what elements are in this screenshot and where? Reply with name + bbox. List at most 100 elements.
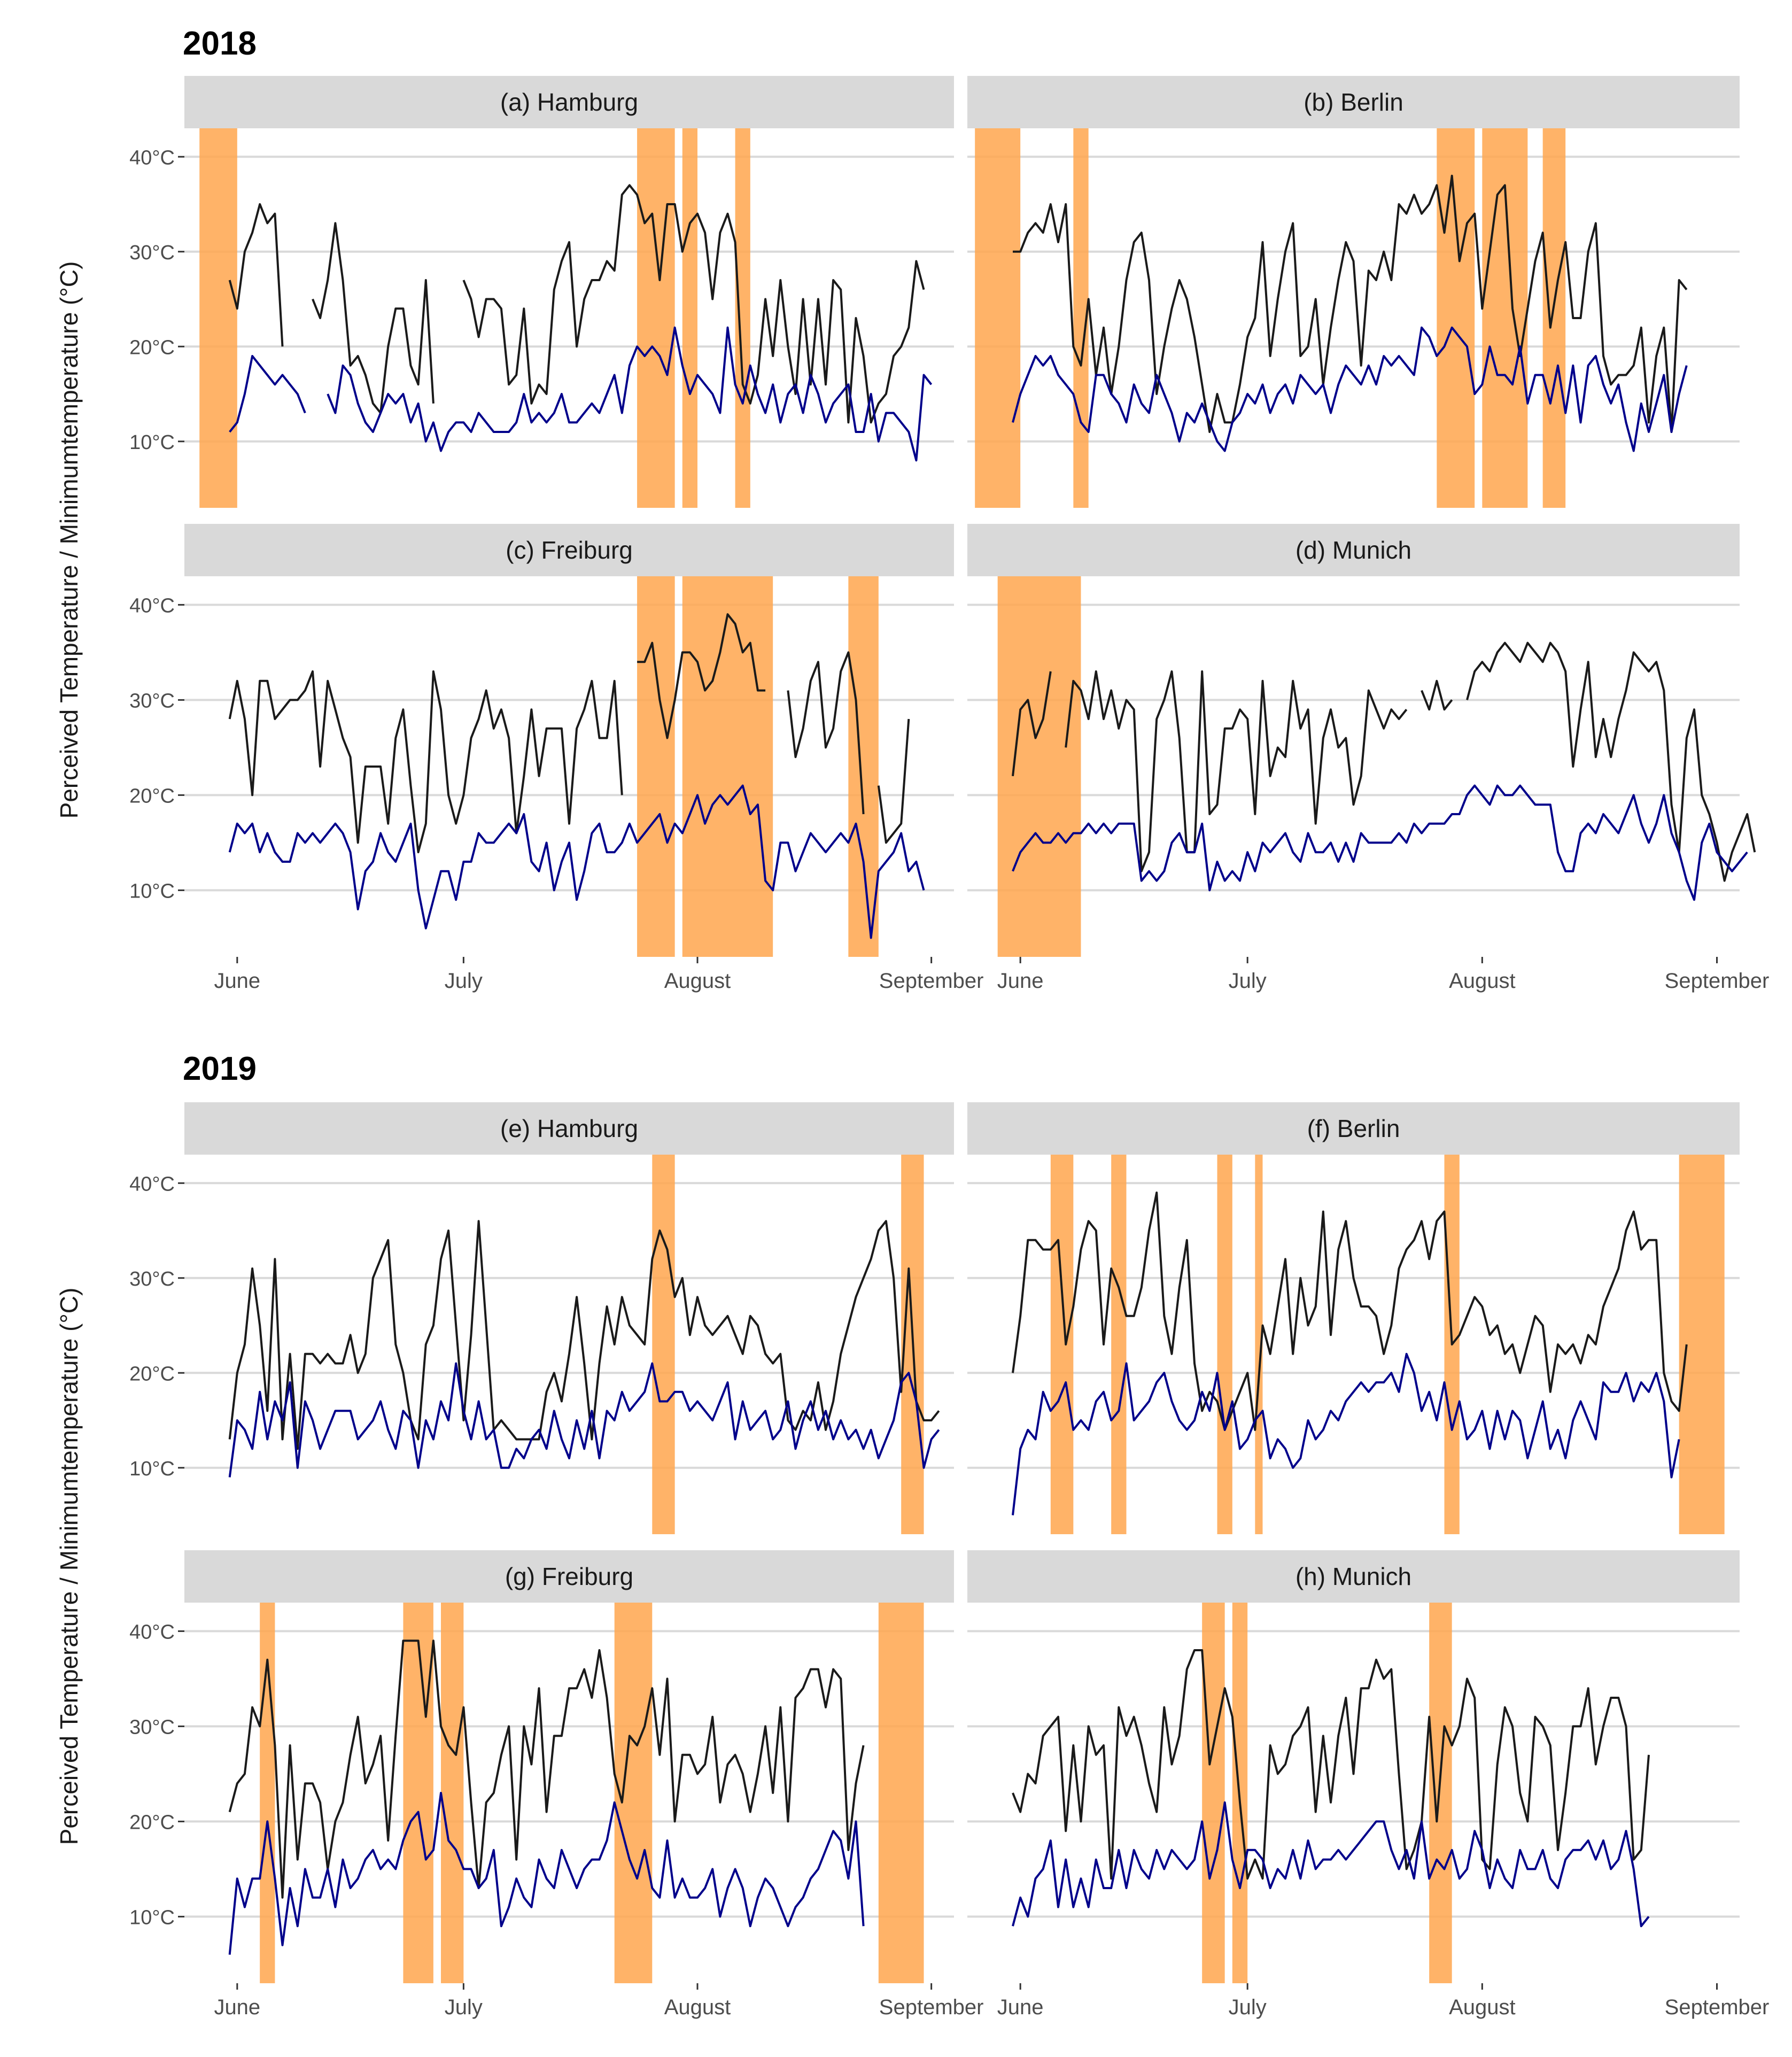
x-tick-label: August (664, 1996, 731, 2019)
series-minimum (228, 1362, 940, 1478)
panel-f: (f) Berlin (967, 1102, 1740, 1534)
panel-g: (g) Freiburg 10°C 20°C 30°C 40°C June July Augu… (129, 1550, 983, 2019)
heatwave-band (1202, 1603, 1225, 1983)
heatwave-band (682, 128, 697, 508)
heatwave-band (403, 1603, 433, 1983)
panel-strip (967, 76, 1740, 128)
y-tick-label: 20°C (129, 1811, 175, 1834)
panel-strip (184, 76, 954, 128)
panels: (a) Hamburg 10°C 20°C 30°C 40°C (b) Berlin (c)… (129, 76, 1769, 2019)
panel-e: (e) Hamburg 10°C 20°C 30°C 40°C (129, 1102, 954, 1534)
year-title-2018: 2018 (183, 25, 257, 62)
heatwave-band (975, 128, 1021, 508)
x-tick-label: September (1665, 1996, 1770, 2019)
y-tick-label: 20°C (129, 1363, 175, 1385)
y-axis-label-2019: Perceived Temperature / Minimumtemperatu… (55, 1288, 83, 1845)
y-tick-label: 40°C (129, 146, 175, 169)
panel-strip (967, 1102, 1740, 1155)
panel-title: (d) Munich (1295, 536, 1411, 564)
series-minimum (228, 1792, 865, 1955)
y-tick-label: 40°C (129, 1621, 175, 1643)
heatwave-band (614, 1603, 653, 1983)
panel-title: (a) Hamburg (500, 88, 638, 116)
series-perceived (228, 1220, 940, 1450)
panel-c: (c) Freiburg 10°C 20°C 30°C 40°C June July Augu… (129, 524, 983, 993)
panel-title: (b) Berlin (1304, 88, 1403, 116)
panel-a: (a) Hamburg 10°C 20°C 30°C 40°C (129, 76, 954, 508)
series-perceived (1012, 641, 1756, 882)
series-perceived (1013, 174, 1688, 433)
x-tick-label: June (214, 1996, 260, 2019)
series-minimum (229, 326, 933, 462)
series-perceived (1012, 1649, 1650, 1880)
panel-title: (h) Munich (1295, 1563, 1411, 1590)
panel-d: (d) Munich June July August September (967, 524, 1769, 993)
x-tick-label: August (664, 969, 731, 993)
heatwave-band (1437, 128, 1475, 508)
heatwave-band (637, 128, 675, 508)
heatwave-band (1111, 1155, 1127, 1534)
y-tick-label: 40°C (129, 1173, 175, 1195)
heatwave-band (1217, 1155, 1232, 1534)
x-tick-label: August (1449, 969, 1516, 993)
y-tick-label: 30°C (129, 1268, 175, 1290)
x-tick-label: July (445, 1996, 483, 2019)
x-tick-label: September (879, 969, 984, 993)
panel-strip (184, 524, 954, 576)
series-minimum (1012, 1352, 1680, 1515)
y-tick-label: 40°C (129, 594, 175, 617)
year-title-2019: 2019 (183, 1050, 257, 1087)
panel-strip (184, 1550, 954, 1603)
series-perceived (228, 1640, 865, 1899)
y-tick-label: 30°C (129, 690, 175, 712)
x-tick-label: July (1229, 1996, 1267, 2019)
panel-title: (g) Freiburg (505, 1563, 633, 1590)
series-minimum (1012, 326, 1688, 452)
x-tick-label: August (1449, 1996, 1516, 2019)
series-perceived (228, 613, 910, 854)
series-perceived (1012, 1192, 1688, 1431)
y-axis-label-2018: Perceived Temperature / Minimumtemperatu… (55, 261, 83, 819)
x-tick-label: June (997, 969, 1044, 993)
panel-strip (967, 524, 1740, 576)
series-minimum (1012, 1801, 1650, 1928)
heatwave-band (997, 576, 1081, 957)
heatwave-band (1429, 1603, 1452, 1983)
heatwave-band (1255, 1155, 1263, 1534)
y-tick-label: 30°C (129, 242, 175, 264)
panel-title: (f) Berlin (1307, 1115, 1400, 1142)
y-tick-label: 30°C (129, 1716, 175, 1738)
x-tick-label: July (1229, 969, 1267, 993)
heatwave-band (848, 576, 879, 957)
panel-title: (c) Freiburg (506, 536, 633, 564)
series-minimum (1012, 784, 1748, 901)
heatwave-band (735, 128, 750, 508)
panel-title: (e) Hamburg (500, 1115, 638, 1142)
panel-b: (b) Berlin (967, 76, 1740, 508)
heatwave-band (1679, 1155, 1725, 1534)
x-tick-label: June (997, 1996, 1044, 2019)
heatwave-band (637, 576, 675, 957)
y-tick-label: 20°C (129, 785, 175, 807)
heatwave-band (878, 1603, 924, 1983)
panel-strip (184, 1102, 954, 1155)
heatwave-band (682, 576, 773, 957)
heatwave-band (1050, 1155, 1074, 1534)
series-minimum (228, 784, 925, 939)
x-tick-label: June (214, 969, 260, 993)
heatwave-band (652, 1155, 675, 1534)
series-perceived (228, 184, 925, 424)
y-tick-label: 10°C (129, 880, 175, 902)
y-tick-label: 10°C (129, 1458, 175, 1480)
panel-h: (h) Munich June July August September (967, 1550, 1769, 2019)
panel-strip (967, 1550, 1740, 1603)
heatwave-band (199, 128, 237, 508)
y-tick-label: 10°C (129, 1906, 175, 1929)
x-tick-label: September (1665, 969, 1770, 993)
heatwave-band (441, 1603, 464, 1983)
x-tick-label: July (445, 969, 483, 993)
y-tick-label: 10°C (129, 431, 175, 454)
y-tick-label: 20°C (129, 336, 175, 359)
x-tick-label: September (879, 1996, 984, 2019)
